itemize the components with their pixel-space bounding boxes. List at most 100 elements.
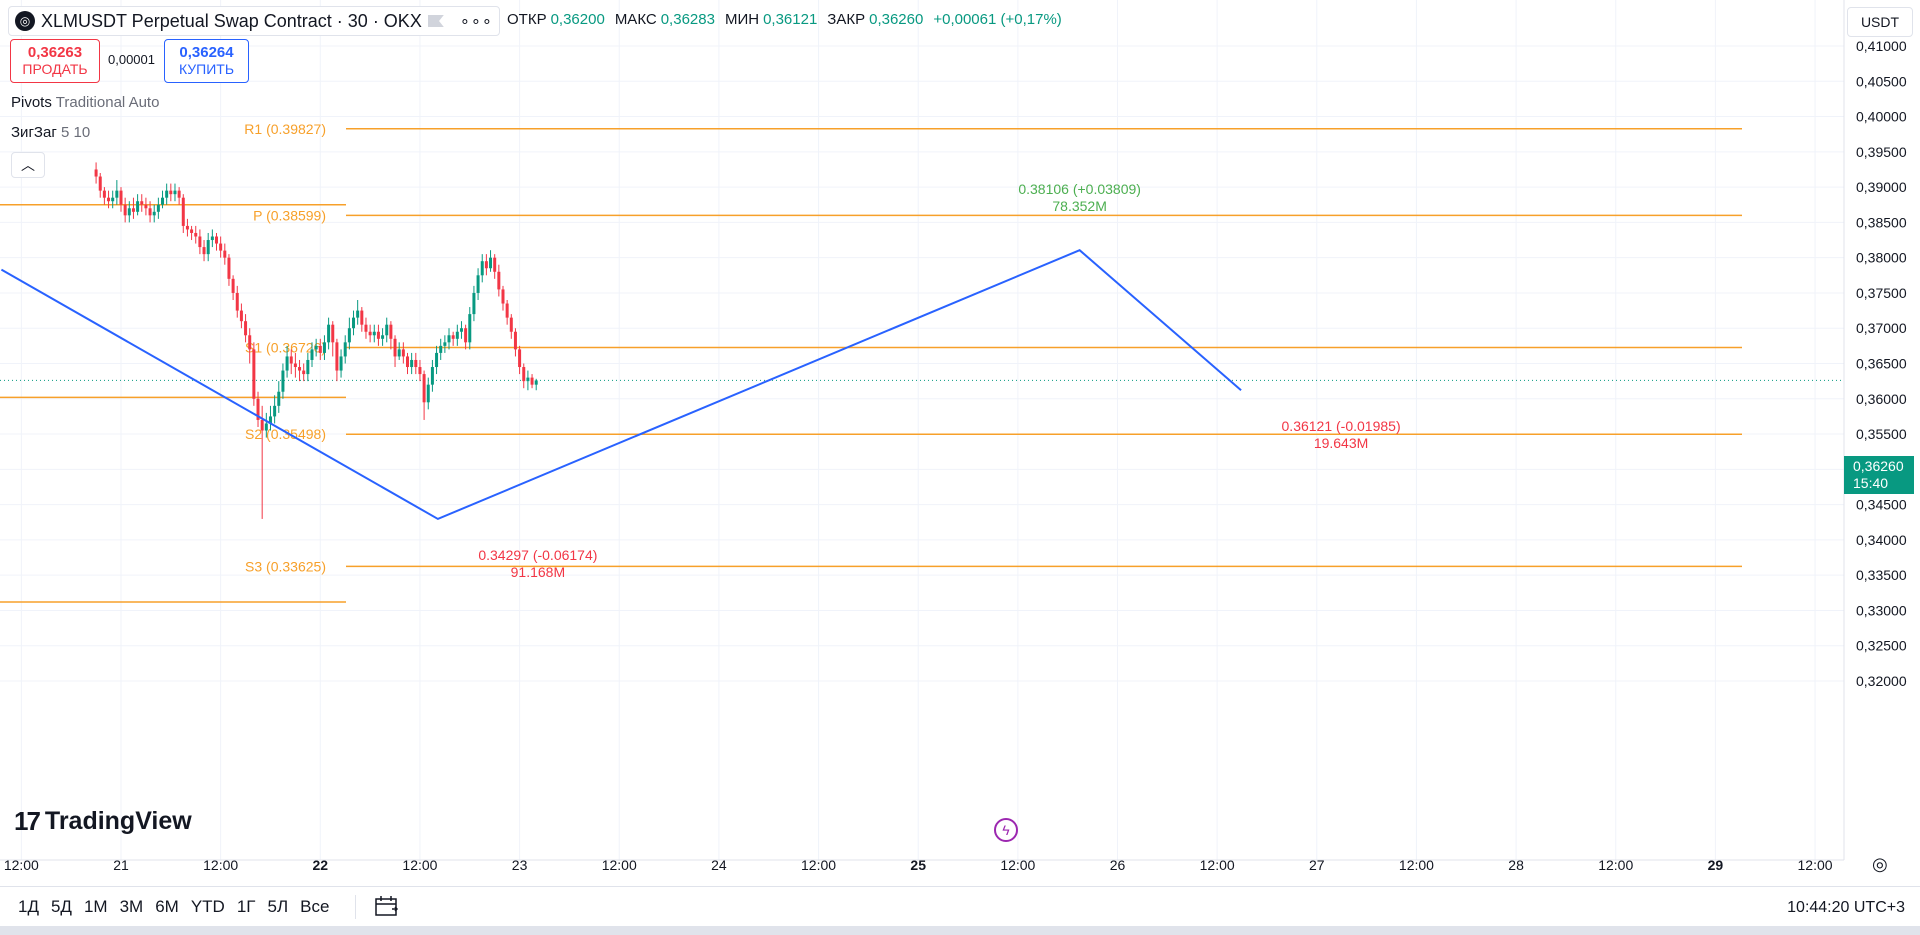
- ohlc-legend: ОТКР 0,36200 МАКС 0,36283 МИН 0,36121 ЗА…: [507, 11, 1068, 28]
- range-5y[interactable]: 5Л: [267, 897, 289, 916]
- candle-body: [459, 328, 463, 332]
- range-6m[interactable]: 6М: [155, 897, 179, 916]
- range-1y[interactable]: 1Г: [236, 897, 256, 916]
- more-dots-icon[interactable]: ∘∘∘: [459, 13, 493, 30]
- candle-body: [422, 374, 426, 403]
- range-3m[interactable]: 3М: [119, 897, 144, 916]
- candle-body: [455, 331, 459, 339]
- candle-body: [136, 201, 140, 212]
- axis-settings-icon[interactable]: ◎: [1872, 854, 1888, 874]
- range-1d[interactable]: 1Д: [18, 897, 39, 916]
- currency-selector[interactable]: USDT: [1847, 7, 1913, 37]
- indicator-pivots[interactable]: Pivots Traditional Auto: [11, 94, 159, 111]
- sell-button[interactable]: 0,36263 ПРОДАТЬ: [10, 39, 100, 83]
- candle-body: [484, 261, 488, 269]
- time-tick-label: 24: [711, 857, 727, 873]
- candle-body: [356, 310, 360, 318]
- buy-button[interactable]: 0,36264 КУПИТЬ: [164, 39, 249, 83]
- tradingview-wordmark: TradingView: [44, 807, 192, 835]
- candle-body: [289, 356, 293, 364]
- zigzag-price-label: 0.34297 (-0.06174): [478, 547, 597, 563]
- candle-body: [530, 377, 534, 385]
- candle-body: [327, 324, 331, 343]
- price-tick-label: 0,34500: [1856, 497, 1907, 513]
- candle-body: [322, 342, 326, 353]
- zigzag-labels: 0.34297 (-0.06174)91.168M 0.38106 (+0.038…: [478, 181, 1400, 580]
- candle-body: [173, 190, 177, 195]
- candle-body: [119, 190, 123, 205]
- calendar-icon[interactable]: [374, 895, 400, 917]
- price-tick-label: 0,36500: [1856, 356, 1907, 372]
- candle-body: [223, 250, 227, 258]
- collapse-legend-button[interactable]: ︿: [11, 152, 45, 178]
- candle-body: [368, 331, 372, 336]
- spread-value: 0,00001: [108, 52, 155, 67]
- candle-body: [476, 275, 480, 293]
- candle-body: [468, 314, 472, 343]
- price-tick-label: 0,33500: [1856, 567, 1907, 583]
- price-tick-label: 0,37000: [1856, 320, 1907, 336]
- time-range-buttons: 1Д 5Д 1М 3М 6М YTD 1Г 5Л Все: [12, 897, 335, 917]
- candle-body: [397, 349, 401, 357]
- candle-body: [443, 342, 447, 346]
- flag-icon[interactable]: [427, 15, 444, 27]
- pivot-label: S1 (0.36726): [245, 340, 326, 356]
- candle-body: [181, 197, 185, 226]
- candle-body: [513, 331, 517, 350]
- exchange-logo-icon: ◎: [15, 11, 35, 31]
- pivot-label: R1 (0.39827): [244, 121, 326, 137]
- tradingview-logo[interactable]: 17 TradingView: [14, 806, 192, 837]
- candle-body: [231, 278, 235, 293]
- range-ytd[interactable]: YTD: [190, 897, 225, 916]
- candle-body: [526, 377, 530, 382]
- bar-countdown: 15:40: [1853, 475, 1889, 491]
- candle-body: [364, 324, 368, 332]
- time-axis: 12:00 21 12:00 22 12:00 23 12:00 24 12:00 25 12:00…: [0, 857, 1844, 873]
- candle-body: [98, 176, 102, 191]
- candle-body: [248, 335, 252, 350]
- candle-body: [505, 303, 509, 318]
- candle-body: [190, 229, 194, 233]
- candle-body: [331, 324, 335, 343]
- candle-body: [198, 236, 202, 248]
- price-tick-label: 0,38000: [1856, 250, 1907, 266]
- candle-body: [335, 342, 339, 371]
- indicator-zigzag-name: ЗигЗаг: [11, 124, 57, 141]
- candle-body: [385, 324, 389, 336]
- range-all[interactable]: Все: [300, 897, 330, 916]
- candle-body: [352, 317, 356, 329]
- candle-body: [518, 349, 522, 368]
- price-tick-label: 0,34000: [1856, 532, 1907, 548]
- lightning-icon[interactable]: ϟ: [994, 818, 1018, 842]
- zigzag-volume-label: 91.168M: [511, 564, 565, 580]
- time-tick-label: 12:00: [1200, 857, 1235, 873]
- last-price-tag: 0,36260 15:40: [1844, 456, 1914, 494]
- candle-body: [244, 321, 248, 336]
- range-1m[interactable]: 1М: [83, 897, 108, 916]
- candle-body: [252, 349, 256, 399]
- symbol-header[interactable]: ◎ XLMUSDT Perpetual Swap Contract · 30 ·…: [8, 6, 500, 36]
- candle-body: [256, 398, 260, 420]
- range-5d[interactable]: 5Д: [50, 897, 72, 916]
- candle-body: [306, 359, 310, 375]
- candle-body: [318, 345, 322, 353]
- symbol-title[interactable]: XLMUSDT Perpetual Swap Contract · 30 · O…: [41, 10, 422, 31]
- candle-body: [281, 370, 285, 392]
- time-tick-label: 12:00: [1399, 857, 1434, 873]
- candle-body: [206, 240, 210, 255]
- candle-body: [401, 349, 405, 357]
- price-tick-label: 0,37500: [1856, 285, 1907, 301]
- price-tick-label: 0,35500: [1856, 426, 1907, 442]
- high-value: 0,36283: [660, 11, 715, 28]
- price-tick-label: 0,32000: [1856, 673, 1907, 689]
- candle-body: [298, 367, 302, 371]
- indicator-zigzag[interactable]: ЗигЗаг 5 10: [11, 124, 90, 141]
- time-tick-label: 27: [1309, 857, 1325, 873]
- time-tick-label: 12:00: [4, 857, 39, 873]
- buy-price: 0,36264: [179, 44, 234, 61]
- candle-body: [277, 391, 281, 406]
- time-tick-label: 12:00: [402, 857, 437, 873]
- utc-clock[interactable]: 10:44:20 UTC+3: [1787, 899, 1905, 916]
- chart-canvas[interactable]: R1 (0.39827) P (0.38599) S1 (0.36726) S2 (0…: [0, 0, 1920, 886]
- candle-body: [418, 367, 422, 375]
